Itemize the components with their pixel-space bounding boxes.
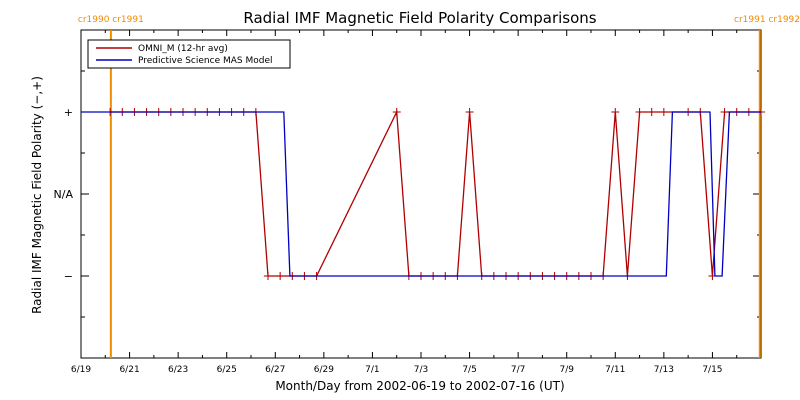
x-tick-label: 6/25 (217, 365, 237, 375)
x-tick-label: 7/1 (365, 365, 379, 375)
series-point (611, 108, 620, 116)
series-point (392, 108, 401, 116)
x-tick-label: 6/23 (168, 365, 188, 375)
legend-label-mas: Predictive Science MAS Model (138, 56, 273, 66)
series-point (264, 272, 272, 280)
series-point (465, 108, 474, 116)
y-axis-label: Radial IMF Magnetic Field Polarity (−,+) (30, 76, 44, 314)
plot-layer: 6/19 6/21 6/23 6/25 6/27 6/29 7/1 7/3 7/5 7/7 7/9 7… (54, 15, 800, 375)
x-tick-label: 6/21 (119, 365, 139, 375)
series-point (635, 108, 644, 116)
series-point (720, 108, 729, 116)
x-tick-label: 7/7 (511, 365, 525, 375)
y-tick-label: N/A (54, 188, 74, 201)
rotation-marker-label: cr1991 cr1992 (734, 15, 800, 25)
x-tick-label: 7/11 (605, 365, 625, 375)
y-tick-label: + (64, 106, 73, 119)
x-tick-label: 7/13 (654, 365, 674, 375)
rotation-marker-label: cr1990 cr1991 (78, 15, 144, 25)
series-point (276, 272, 285, 280)
x-tick-label: 6/29 (314, 365, 334, 375)
chart-title: Radial IMF Magnetic Field Polarity Compa… (243, 9, 596, 27)
x-tick-label: 7/3 (414, 365, 428, 375)
x-tick-label: 7/15 (702, 365, 722, 375)
legend: OMNI_M (12-hr avg) Predictive Science MA… (87, 39, 291, 69)
legend-label-omni: OMNI_M (12-hr avg) (138, 44, 228, 54)
series-point (647, 108, 656, 116)
series-point (659, 108, 668, 116)
x-tick-label: 6/19 (71, 365, 91, 375)
series-line-1 (81, 111, 761, 277)
x-tick-label: 7/9 (559, 365, 574, 375)
legend-box (87, 39, 291, 69)
x-tick-label: 6/27 (265, 365, 285, 375)
x-axis-label: Month/Day from 2002-06-19 to 2002-07-16 … (275, 379, 564, 393)
x-tick-label: 7/5 (462, 365, 476, 375)
y-tick-label: − (64, 270, 73, 283)
